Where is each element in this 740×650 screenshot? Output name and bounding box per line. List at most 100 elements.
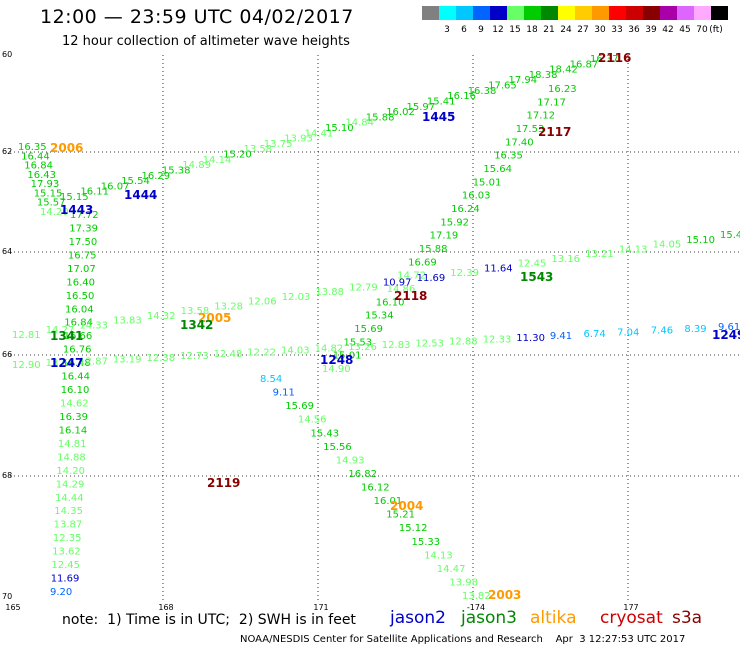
wave-height-reading: 14.33 xyxy=(79,321,108,332)
wave-height-reading: 17.17 xyxy=(537,97,566,108)
wave-height-reading: 13.58 xyxy=(181,306,210,317)
wave-height-reading: 17.19 xyxy=(430,231,459,242)
wave-height-reading: 16.44 xyxy=(21,151,50,162)
lat-tick-label: 60 xyxy=(2,50,13,59)
wave-height-reading: 13.82 xyxy=(462,591,491,602)
wave-height-reading: 14.41 xyxy=(305,128,334,139)
wave-height-reading: 14.44 xyxy=(55,493,84,504)
scale-swatch xyxy=(711,6,728,20)
wave-height-reading: 16.82 xyxy=(348,469,377,480)
pass-id-label: 2119 xyxy=(207,476,240,490)
wave-height-reading: 17.53 xyxy=(516,124,545,135)
scale-swatch xyxy=(626,6,643,20)
scale-label: 27 xyxy=(577,25,589,35)
pass-id-label: 2116 xyxy=(598,51,631,65)
wave-height-reading: 14.35 xyxy=(54,506,83,517)
wave-height-reading: 14.13 xyxy=(619,244,648,255)
wave-height-reading: 13.28 xyxy=(214,301,243,312)
wave-height-reading: 6.74 xyxy=(584,329,606,340)
footer-credit: NOAA/NESDIS Center for Satellite Applica… xyxy=(240,634,686,645)
scale-label: 12 xyxy=(492,25,504,35)
wave-height-reading: 14.20 xyxy=(40,207,69,218)
wave-height-reading: 13.88 xyxy=(315,287,344,298)
wave-height-reading: 9.61 xyxy=(718,322,740,333)
wave-height-reading: 13.87 xyxy=(54,520,83,531)
wave-height-reading: 16.40 xyxy=(66,277,95,288)
scale-swatch xyxy=(677,6,694,20)
lat-tick-label: 62 xyxy=(2,147,13,156)
wave-height-reading: 16.37 xyxy=(590,54,619,65)
wave-height-reading: 15.57 xyxy=(37,198,66,209)
wave-height-reading: 12.38 xyxy=(147,353,176,364)
wave-height-reading: 15.34 xyxy=(365,311,394,322)
wave-height-reading: 14.89 xyxy=(182,160,211,171)
wave-height-reading: 12.06 xyxy=(248,297,277,308)
lon-tick-label: 165 xyxy=(5,603,21,612)
scale-swatch xyxy=(575,6,592,20)
wave-height-reading: 9.41 xyxy=(550,331,572,342)
wave-height-reading: 13.58 xyxy=(244,144,273,155)
scale-label: 39 xyxy=(645,25,657,35)
wave-height-reading: 11.30 xyxy=(516,333,545,344)
lon-tick-label: -174 xyxy=(466,603,486,612)
scale-swatch xyxy=(507,6,524,20)
wave-height-reading: 12.22 xyxy=(247,347,276,358)
lon-tick-label: 177 xyxy=(623,603,639,612)
wave-height-reading: 7.46 xyxy=(651,326,673,337)
wave-height-reading: 18.42 xyxy=(549,65,578,76)
wave-height-reading: 15.69 xyxy=(285,401,314,412)
wave-height-reading: 16.44 xyxy=(61,372,90,383)
wave-height-reading: 17.93 xyxy=(31,179,60,190)
wave-height-reading: 17.72 xyxy=(70,210,99,221)
pass-id-label: 1443 xyxy=(60,203,93,217)
pass-id-label: 1341 xyxy=(50,329,83,343)
wave-height-reading: 15.41 xyxy=(427,97,456,108)
wave-height-reading: 11.69 xyxy=(417,273,446,284)
page-subtitle: 12 hour collection of altimeter wave hei… xyxy=(62,34,350,49)
pass-id-label: 1445 xyxy=(422,110,455,124)
wave-height-reading: 16.38 xyxy=(468,86,497,97)
wave-height-reading: 12.03 xyxy=(282,292,311,303)
wave-height-reading: 8.39 xyxy=(684,324,706,335)
pass-id-label: 2118 xyxy=(394,289,427,303)
scale-unit: (ft) xyxy=(709,25,723,35)
scale-label: 6 xyxy=(461,25,467,35)
wave-readings: 16.3516.4416.8416.4317.9315.1515.5714.20… xyxy=(12,54,740,602)
wave-height-reading: 16.87 xyxy=(570,59,599,70)
wave-height-reading: 15.64 xyxy=(483,164,512,175)
wave-height-reading: 12.35 xyxy=(53,533,82,544)
wave-height-reading: 14.81 xyxy=(58,439,87,450)
legend-jason3: jason3 xyxy=(461,608,517,628)
wave-height-reading: 17.40 xyxy=(505,137,534,148)
wave-height-reading: 14.29 xyxy=(56,479,85,490)
legend-cryosat: cryosat xyxy=(600,608,663,628)
scale-swatch xyxy=(422,6,439,20)
scale-label: 33 xyxy=(611,25,623,35)
wave-height-reading: 17.12 xyxy=(527,111,556,122)
wave-height-reading: 14.47 xyxy=(437,564,466,575)
wave-height-reading: 15.01 xyxy=(473,177,502,188)
wave-height-reading: 16.76 xyxy=(63,345,92,356)
wave-height-reading: 15.33 xyxy=(412,537,441,548)
wave-height-reading: 12.81 xyxy=(12,330,41,341)
wave-height-reading: 15.97 xyxy=(407,102,436,113)
wave-height-reading: 14.03 xyxy=(281,346,310,357)
wave-height-reading: 13.62 xyxy=(52,547,81,558)
lon-tick-label: 171 xyxy=(313,603,329,612)
wave-height-reading: 12.87 xyxy=(79,356,108,367)
scale-label: 42 xyxy=(662,25,674,35)
scale-label: 18 xyxy=(526,25,538,35)
scale-swatch xyxy=(609,6,626,20)
lat-tick-label: 66 xyxy=(2,350,13,359)
page-title: 12:00 — 23:59 UTC 04/02/2017 xyxy=(40,6,354,28)
wave-height-reading: 15.69 xyxy=(354,324,383,335)
pass-id-label: 2005 xyxy=(198,311,231,325)
scale-swatch xyxy=(524,6,541,20)
wave-height-reading: 16.69 xyxy=(408,257,437,268)
note-text: note: 1) Time is in UTC; 2) SWH is in fe… xyxy=(62,612,356,628)
wave-height-reading: 15.38 xyxy=(162,166,191,177)
wave-height-reading: 15.01 xyxy=(333,351,362,362)
scale-swatch xyxy=(660,6,677,20)
wave-height-reading: 12.79 xyxy=(349,282,378,293)
